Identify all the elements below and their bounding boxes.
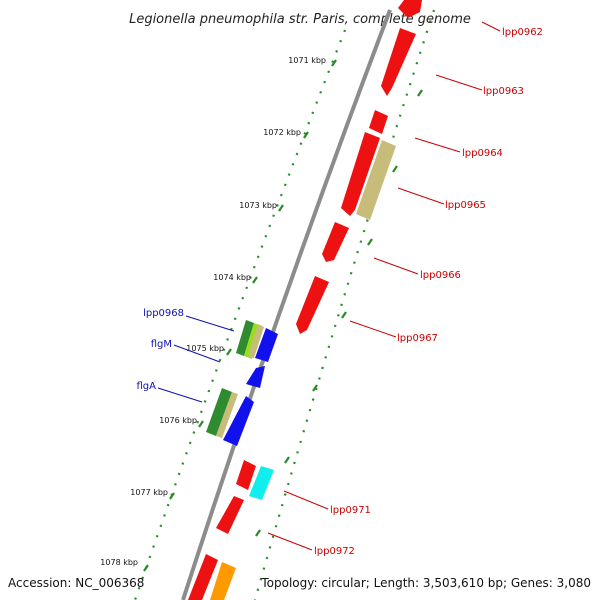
- gene-red-a[interactable]: [236, 460, 256, 490]
- accession-text: Accession: NC_006368: [8, 576, 144, 590]
- gene-lpp0962[interactable]: [398, 0, 422, 18]
- gene-orange[interactable]: [210, 562, 236, 600]
- label-flgA[interactable]: flgA: [137, 381, 157, 392]
- label-lpp0971[interactable]: lpp0971: [330, 505, 371, 516]
- kbp-label-1074: 1074 kbp: [213, 273, 251, 282]
- label-lpp0962[interactable]: lpp0962: [502, 27, 543, 38]
- kbp-label-1078: 1078 kbp: [100, 558, 138, 567]
- gene-lpp0964a[interactable]: [369, 110, 388, 134]
- gene-lpp0968-tan[interactable]: [248, 324, 264, 358]
- kbp-label-1075: 1075 kbp: [186, 344, 224, 353]
- gene-flgA-tan[interactable]: [216, 392, 238, 438]
- topology-info: Topology: circular; Length: 3,503,610 bp…: [260, 576, 591, 590]
- gene-flgA-fwd[interactable]: [223, 396, 254, 446]
- label-lpp0967[interactable]: lpp0967: [397, 333, 438, 344]
- gene-lpp0967[interactable]: [296, 276, 329, 334]
- label-lpp0963[interactable]: lpp0963: [483, 86, 524, 97]
- label-lpp0968[interactable]: lpp0968: [143, 308, 184, 319]
- kbp-label-1071: 1071 kbp: [288, 56, 326, 65]
- outer-dot-ring: [253, 9, 436, 600]
- kbp-label-1076: 1076 kbp: [159, 416, 197, 425]
- label-lpp0965[interactable]: lpp0965: [445, 200, 486, 211]
- label-lpp0964[interactable]: lpp0964: [462, 148, 503, 159]
- kbp-label-1077: 1077 kbp: [130, 488, 168, 497]
- gene-lpp0971[interactable]: [249, 466, 274, 500]
- gene-lpp0963[interactable]: [381, 28, 416, 96]
- gene-lpp0972[interactable]: [216, 496, 244, 534]
- gene-lpp0968-green[interactable]: [236, 320, 254, 356]
- gene-lpp0965[interactable]: [356, 140, 396, 220]
- gene-flgA-green[interactable]: [206, 388, 232, 436]
- gene-lpp0964[interactable]: [341, 132, 380, 216]
- genome-backbone: [181, 9, 392, 600]
- label-lpp0972[interactable]: lpp0972: [314, 546, 355, 557]
- callout-lines: [157, 21, 501, 551]
- outer-ticks: [255, 89, 423, 537]
- gene-lpp0968-fwd[interactable]: [255, 328, 278, 362]
- gene-red-b[interactable]: [188, 554, 218, 600]
- reverse-genes: [188, 320, 264, 600]
- label-lpp0966[interactable]: lpp0966: [420, 270, 461, 281]
- gene-lpp0966[interactable]: [322, 222, 349, 262]
- gene-flgM[interactable]: [246, 366, 265, 388]
- map-title: Legionella pneumophila str. Paris, compl…: [129, 12, 471, 27]
- kbp-ticks: [143, 59, 337, 572]
- kbp-label-1072: 1072 kbp: [263, 128, 301, 137]
- kbp-label-1073: 1073 kbp: [239, 201, 277, 210]
- forward-genes: [210, 0, 422, 600]
- label-flgM[interactable]: flgM: [151, 339, 172, 350]
